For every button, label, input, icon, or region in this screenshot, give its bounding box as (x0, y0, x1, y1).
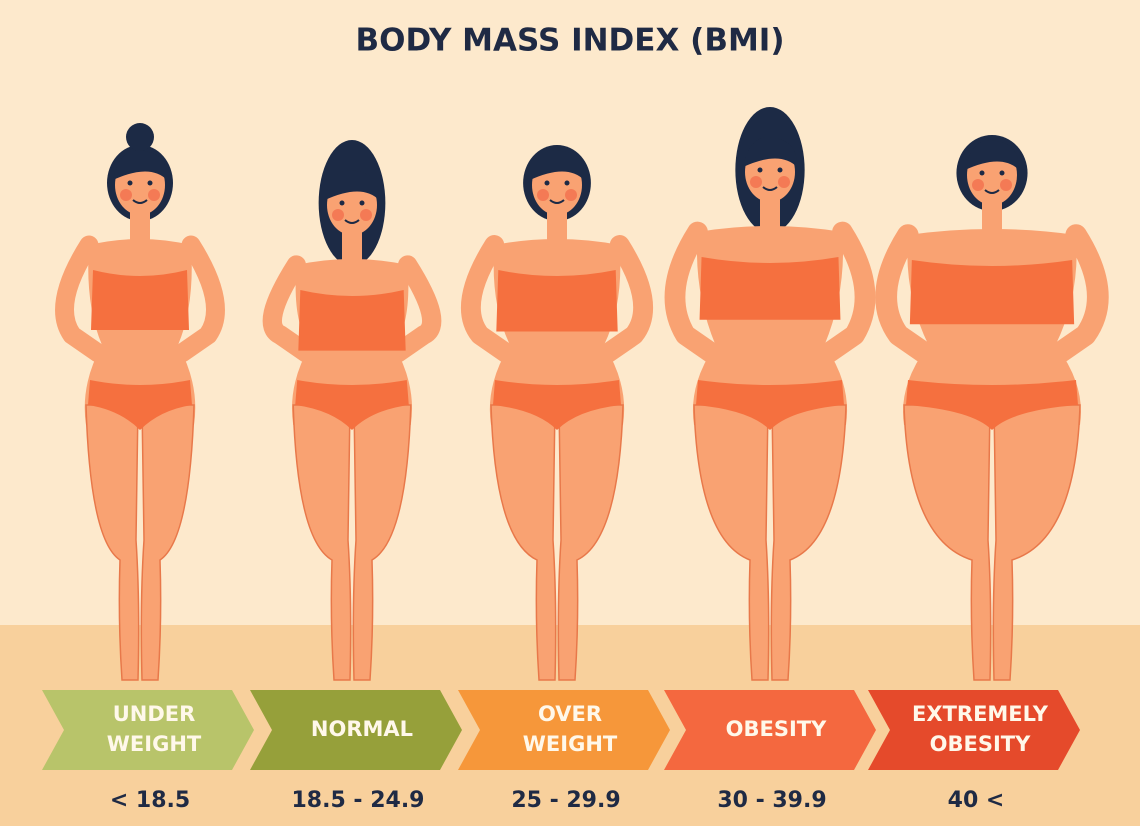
category-arrow (664, 690, 876, 770)
neck (547, 205, 567, 245)
neck (982, 195, 1002, 235)
category-arrow (868, 690, 1080, 770)
cheek (148, 189, 160, 201)
category-label: WEIGHT (523, 732, 618, 756)
neck (760, 192, 780, 232)
leg (292, 404, 352, 681)
category-label: EXTREMELY (912, 702, 1049, 726)
eye (544, 180, 550, 186)
title: BODY MASS INDEX (BMI) (355, 23, 784, 59)
neck (130, 205, 150, 245)
arm (818, 221, 876, 364)
top (298, 290, 406, 351)
cheek (750, 176, 762, 188)
briefs (696, 380, 844, 430)
leg (85, 404, 140, 681)
category-arrow (42, 690, 254, 770)
arm (664, 221, 722, 364)
smile (549, 199, 565, 204)
leg (992, 404, 1081, 681)
briefs (88, 380, 192, 430)
category-range: 18.5 - 24.9 (291, 788, 424, 813)
smile (984, 189, 1000, 194)
arm (387, 255, 442, 363)
arm (172, 235, 225, 363)
arm (55, 235, 108, 363)
figure (664, 107, 876, 681)
arm (1048, 224, 1109, 364)
leg (557, 404, 624, 681)
category-label: OVER (538, 702, 602, 726)
smile (132, 199, 148, 204)
eye (359, 200, 365, 206)
eye (777, 167, 783, 173)
category-label: UNDER (113, 702, 196, 726)
category-range: 30 - 39.9 (717, 788, 826, 813)
briefs (493, 380, 621, 430)
leg (693, 404, 770, 681)
category-range: 40 < (948, 788, 1005, 813)
cheek (120, 189, 132, 201)
fringe (530, 150, 585, 180)
category-label: OBESITY (726, 717, 827, 741)
smile (344, 219, 360, 224)
arm (598, 235, 654, 363)
hair-bun (126, 123, 154, 151)
eye (127, 180, 133, 186)
briefs (295, 380, 409, 430)
category-arrow (458, 690, 670, 770)
cheek (332, 209, 344, 221)
category-label: OBESITY (930, 732, 1031, 756)
fringe (113, 150, 168, 180)
figures (55, 107, 1109, 681)
category-range: 25 - 29.9 (511, 788, 620, 813)
top (909, 260, 1075, 325)
categories: UNDER WEIGHT < 18.5 NORMAL 18.5 - 24.9 OVER WE… (42, 690, 1080, 813)
eye (757, 167, 763, 173)
eye (999, 170, 1005, 176)
eye (979, 170, 985, 176)
category-label: NORMAL (311, 717, 413, 741)
eye (339, 200, 345, 206)
briefs (906, 380, 1078, 430)
cheek (537, 189, 549, 201)
top (699, 257, 841, 320)
leg (140, 404, 195, 681)
eye (147, 180, 153, 186)
figure (55, 123, 225, 681)
figure (460, 145, 654, 681)
category-range: < 18.5 (110, 788, 190, 813)
eye (564, 180, 570, 186)
cheek (972, 179, 984, 191)
arm (460, 235, 516, 363)
leg (352, 404, 412, 681)
arm (875, 224, 936, 364)
fringe (743, 137, 798, 167)
category-arrow (250, 690, 462, 770)
cheek (1000, 179, 1012, 191)
smile (762, 186, 778, 191)
fringe (965, 140, 1020, 170)
leg (490, 404, 557, 681)
arm (262, 255, 317, 363)
fringe (325, 170, 380, 200)
cheek (778, 176, 790, 188)
category-label: WEIGHT (107, 732, 202, 756)
leg (903, 404, 992, 681)
neck (342, 225, 362, 265)
top (91, 270, 189, 330)
top (496, 270, 618, 332)
figure (262, 140, 442, 681)
cheek (565, 189, 577, 201)
leg (770, 404, 847, 681)
figure (875, 135, 1109, 681)
cheek (360, 209, 372, 221)
